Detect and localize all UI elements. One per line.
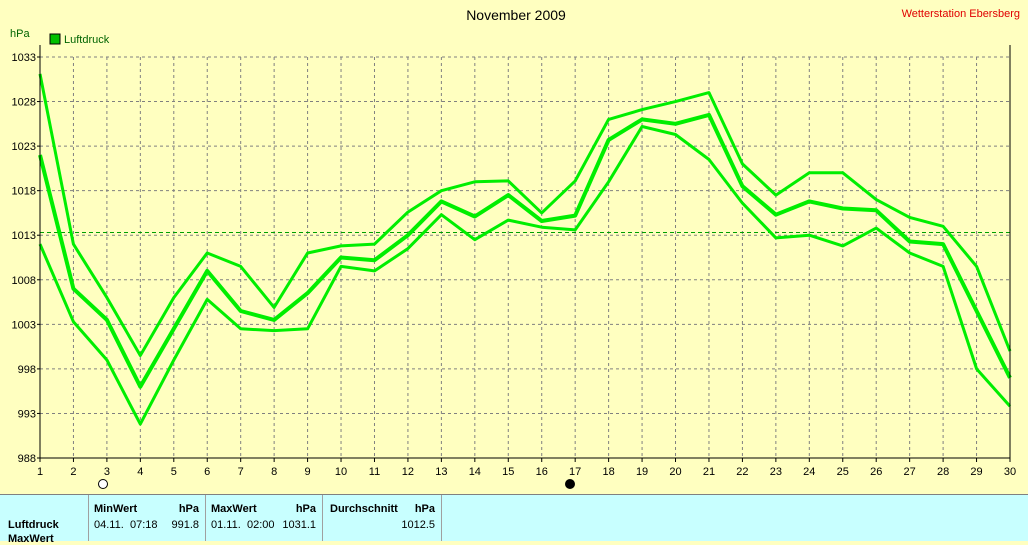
legend-swatch <box>49 33 61 45</box>
max-header: MaxWert <box>211 503 257 515</box>
avg-cell: Durchschnitt hPa 1012.5 <box>322 495 442 541</box>
x-tick-label: 10 <box>335 466 347 478</box>
x-tick-label: 28 <box>937 466 949 478</box>
y-tick-label: 993 <box>18 408 36 420</box>
series-line-3 <box>38 125 1012 426</box>
y-tick-label: 1033 <box>12 52 36 64</box>
y-tick-label: 1008 <box>12 275 36 287</box>
first-quarter-moon-icon <box>98 479 108 489</box>
x-tick-label: 2 <box>70 466 76 478</box>
x-tick-label: 21 <box>703 466 715 478</box>
y-tick-label: 1018 <box>12 186 36 198</box>
max-unit: hPa <box>295 503 316 515</box>
x-tick-label: 26 <box>870 466 882 478</box>
stats-label-cell: Luftdruck MaxWert <box>0 495 89 545</box>
chart-title: November 2009 <box>466 7 566 23</box>
x-tick-label: 12 <box>402 466 414 478</box>
max-cell: MaxWert hPa 01.11. 02:00 1031.1 <box>205 495 323 541</box>
x-tick-label: 29 <box>970 466 982 478</box>
x-tick-label: 25 <box>837 466 849 478</box>
stats-row2-label: MaxWert <box>8 533 54 545</box>
series-layer <box>38 73 1012 426</box>
x-tick-label: 30 <box>1004 466 1016 478</box>
x-tick-label: 8 <box>271 466 277 478</box>
x-tick-label: 14 <box>469 466 481 478</box>
x-tick-label: 9 <box>305 466 311 478</box>
y-tick-label: 998 <box>18 364 36 376</box>
y-tick-label: 988 <box>18 453 36 465</box>
y-tick-labels: 988 993 998 1003 1008 1013 1018 1023 1028 1033 <box>12 52 36 465</box>
x-tick-label: 11 <box>369 466 380 478</box>
x-tick-label: 15 <box>502 466 514 478</box>
x-tick-label: 16 <box>536 466 548 478</box>
min-header: MinWert <box>94 503 138 515</box>
avg-header: Durchschnitt <box>330 503 398 515</box>
y-tick-label: 1003 <box>12 319 36 331</box>
x-tick-label: 5 <box>171 466 177 478</box>
stats-row-label: Luftdruck <box>8 519 59 531</box>
min-cell: MinWert hPa 04.11. 07:18 991.8 <box>88 495 206 541</box>
series-line-1 <box>38 73 1012 357</box>
min-date: 04.11. <box>94 519 124 531</box>
full-moon-icon <box>565 479 575 489</box>
x-tick-label: 17 <box>569 466 581 478</box>
x-tick-label: 20 <box>669 466 681 478</box>
max-value: 1031.1 <box>282 519 316 531</box>
x-tick-labels: 1 2 3 4 5 6 7 8 9 10 11 12 13 14 15 16 17 18 19 20 21 22 23 24 2… <box>37 466 1016 478</box>
min-unit: hPa <box>178 503 199 515</box>
x-tick-label: 19 <box>636 466 648 478</box>
x-tick-label: 23 <box>770 466 782 478</box>
chart-axes <box>37 45 1011 462</box>
avg-value: 1012.5 <box>401 519 435 531</box>
x-tick-label: 3 <box>104 466 110 478</box>
y-tick-label: 1013 <box>12 230 36 242</box>
x-tick-label: 4 <box>137 466 143 478</box>
x-tick-label: 27 <box>904 466 916 478</box>
station-name: Wetterstation Ebersberg <box>902 8 1020 20</box>
series-line-2 <box>38 112 1012 389</box>
statistics-panel: Luftdruck MaxWert MinWert hPa 04.11. 07:… <box>0 494 1028 545</box>
x-tick-label: 6 <box>204 466 210 478</box>
max-time: 02:00 <box>247 519 275 531</box>
moon-phase-icons <box>98 479 575 489</box>
y-axis-unit: hPa <box>10 28 30 40</box>
x-tick-label: 24 <box>803 466 815 478</box>
x-tick-label: 13 <box>435 466 447 478</box>
y-tick-label: 1023 <box>12 141 36 153</box>
avg-unit: hPa <box>414 503 435 515</box>
min-value: 991.8 <box>171 519 199 531</box>
max-date: 01.11. <box>211 519 241 531</box>
x-tick-label: 1 <box>37 466 43 478</box>
chart-grid <box>40 56 1011 458</box>
x-tick-label: 7 <box>238 466 244 478</box>
legend-label: Luftdruck <box>64 34 110 46</box>
min-time: 07:18 <box>130 519 158 531</box>
x-tick-label: 18 <box>602 466 614 478</box>
x-tick-label: 22 <box>736 466 748 478</box>
y-tick-label: 1028 <box>12 97 36 109</box>
